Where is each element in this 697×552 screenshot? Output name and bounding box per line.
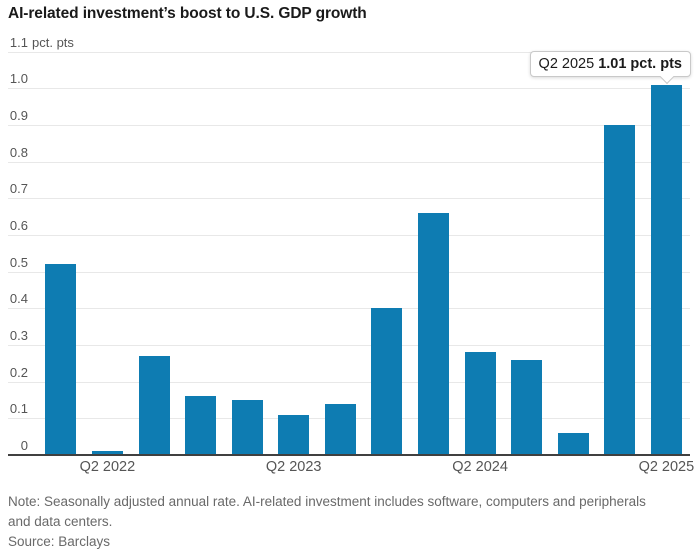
y-axis-tick-label: 0.4	[7, 291, 28, 307]
y-tick-value: 0.6	[9, 217, 28, 233]
bar-q4-2023[interactable]	[371, 308, 403, 454]
y-tick-value: 0.8	[9, 144, 28, 160]
x-axis-tick-label: Q2 2024	[452, 459, 508, 475]
tooltip-period-label: Q2 2025	[538, 56, 595, 72]
x-axis-tick-label: Q2 2022	[79, 459, 136, 475]
gridline	[8, 161, 690, 163]
gridline	[8, 381, 690, 383]
bar-q3-2022[interactable]	[138, 356, 170, 454]
y-axis-tick-label: 0.5	[7, 255, 28, 271]
gridline	[8, 271, 690, 273]
bar-q2-2024[interactable]	[464, 352, 496, 454]
bar-q1-2022[interactable]	[45, 264, 77, 454]
gridline	[8, 88, 690, 90]
bar-q1-2024[interactable]	[418, 212, 449, 454]
y-axis-tick-label: 0.2	[7, 365, 28, 381]
y-axis-tick-label: 0.9	[7, 108, 28, 124]
chart-title: AI-related investment’s boost to U.S. GD…	[8, 5, 367, 22]
gridline	[8, 198, 690, 200]
chart-footer: Note: Seasonally adjusted annual rate. A…	[8, 492, 688, 552]
y-axis-tick-label: 0.8	[7, 145, 28, 161]
y-tick-value: 0.4	[9, 291, 28, 307]
chart-source: Source: Barclays	[8, 534, 111, 549]
x-axis-tick-label: Q2 2025	[638, 459, 695, 475]
y-tick-value: 1.0	[9, 71, 28, 87]
x-axis-tick-label: Q2 2023	[265, 459, 322, 475]
y-tick-value: 0.5	[9, 254, 28, 270]
y-tick-value: 0	[20, 438, 28, 453]
y-axis-tick-label: 0.1	[7, 401, 28, 417]
y-tick-value: 0.1	[9, 401, 28, 417]
bar-q2-2023[interactable]	[278, 414, 310, 454]
gridline	[8, 308, 690, 310]
gridline	[8, 51, 690, 53]
y-axis-unit-label: pct. pts	[32, 34, 74, 50]
bar-q4-2022[interactable]	[185, 396, 217, 454]
gridline	[8, 234, 690, 236]
tooltip-value: 1.01 pct. pts	[598, 56, 682, 72]
y-axis-tick-label: 0.7	[7, 181, 28, 197]
y-axis-tick-label: 0.6	[7, 218, 28, 234]
y-axis-tick-label: 1.1 pct. pts	[7, 35, 74, 51]
y-axis-tick-label: 1.0	[7, 71, 28, 87]
tooltip: Q2 2025 1.01 pct. pts	[529, 51, 691, 84]
bar-q4-2024[interactable]	[557, 433, 589, 454]
y-tick-value: 0.7	[9, 181, 28, 197]
bar-q1-2025[interactable]	[604, 124, 636, 454]
gridline	[8, 124, 690, 126]
y-tick-value: 0.2	[9, 364, 28, 380]
y-tick-value: 0.3	[9, 328, 28, 343]
x-axis-line	[8, 454, 690, 456]
gridline	[8, 345, 690, 346]
chart-note: Note: Seasonally adjusted annual rate. A…	[8, 494, 646, 529]
y-axis-tick-label: 0	[7, 438, 28, 454]
bar-q2-2022[interactable]	[91, 451, 123, 454]
bar-q2-2025[interactable]	[650, 84, 682, 454]
y-tick-value: 1.1	[9, 34, 28, 50]
y-axis-tick-label: 0.3	[7, 328, 28, 344]
y-tick-value: 0.9	[9, 107, 28, 123]
bar-q3-2023[interactable]	[324, 403, 356, 454]
bar-q1-2023[interactable]	[231, 400, 263, 454]
bar-q3-2024[interactable]	[511, 359, 543, 454]
